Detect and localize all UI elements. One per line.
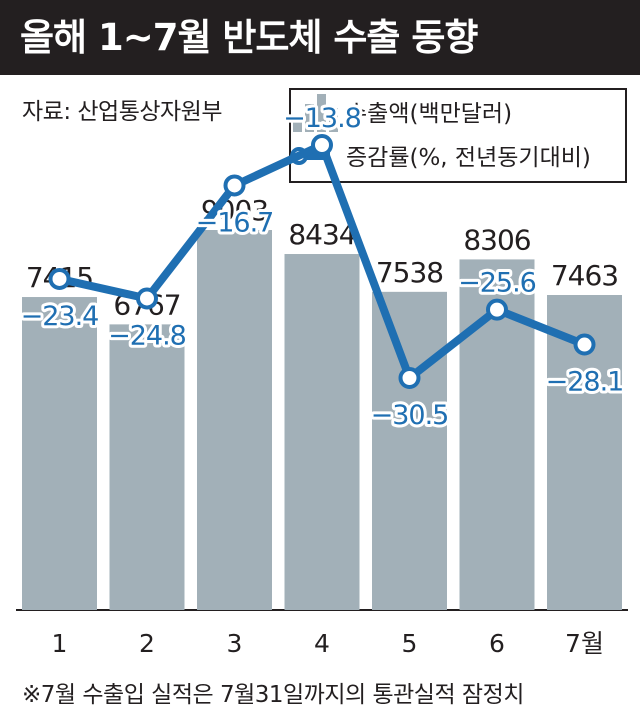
bar-5 [372, 291, 447, 610]
legend-bar-label: 수출액(백만달러) [346, 101, 512, 127]
bar-value-label-6: 8306 [463, 223, 530, 256]
bar-4 [284, 254, 360, 611]
line-value-label-3: −16.7 [196, 207, 274, 238]
x-tick-label-2: 2 [139, 629, 155, 658]
line-point-4 [311, 134, 333, 156]
x-tick-label-4: 4 [314, 629, 330, 658]
line-point-1 [48, 267, 71, 290]
x-tick-label-6: 6 [489, 629, 505, 658]
line-value-label-5: −30.5 [371, 400, 449, 431]
line-value-label-7: −28.1 [546, 367, 624, 398]
bar-value-label-7: 7463 [551, 259, 618, 292]
bar-2 [109, 324, 185, 610]
line-value-label-4: −13.8 [283, 103, 361, 134]
legend-bar-icon [293, 94, 338, 132]
legend: 수출액(백만달러) 증감률(%, 전년동기대비) [289, 88, 627, 183]
line-value-label-6: −25.6 [458, 268, 536, 299]
chart-title: 올해 1~7월 반도체 수출 동향 [0, 0, 640, 75]
x-tick-label-7: 7월 [565, 629, 604, 658]
line-point-3 [223, 174, 246, 197]
footnote: ※7월 수출입 실적은 7월31일까지의 통관실적 잠정치 [22, 682, 524, 708]
source-note: 자료: 산업통상자원부 [22, 99, 223, 125]
line-value-label-2: −24.8 [108, 320, 186, 351]
bar-value-label-4: 8434 [288, 218, 355, 251]
bar-1 [22, 297, 97, 610]
line-point-6 [486, 298, 508, 321]
legend-line-label: 증감률(%, 전년동기대비) [346, 145, 591, 171]
x-tick-label-1: 1 [52, 629, 68, 658]
line-point-7 [573, 333, 596, 356]
legend-box [289, 88, 627, 183]
line-point-2 [136, 287, 158, 310]
bar-value-label-5: 7538 [376, 256, 443, 289]
x-tick-label-3: 3 [227, 629, 243, 658]
bar-3 [197, 230, 272, 610]
x-tick-label-5: 5 [402, 629, 418, 658]
line-point-5 [398, 367, 421, 389]
line-value-label-1: −23.4 [21, 301, 99, 332]
